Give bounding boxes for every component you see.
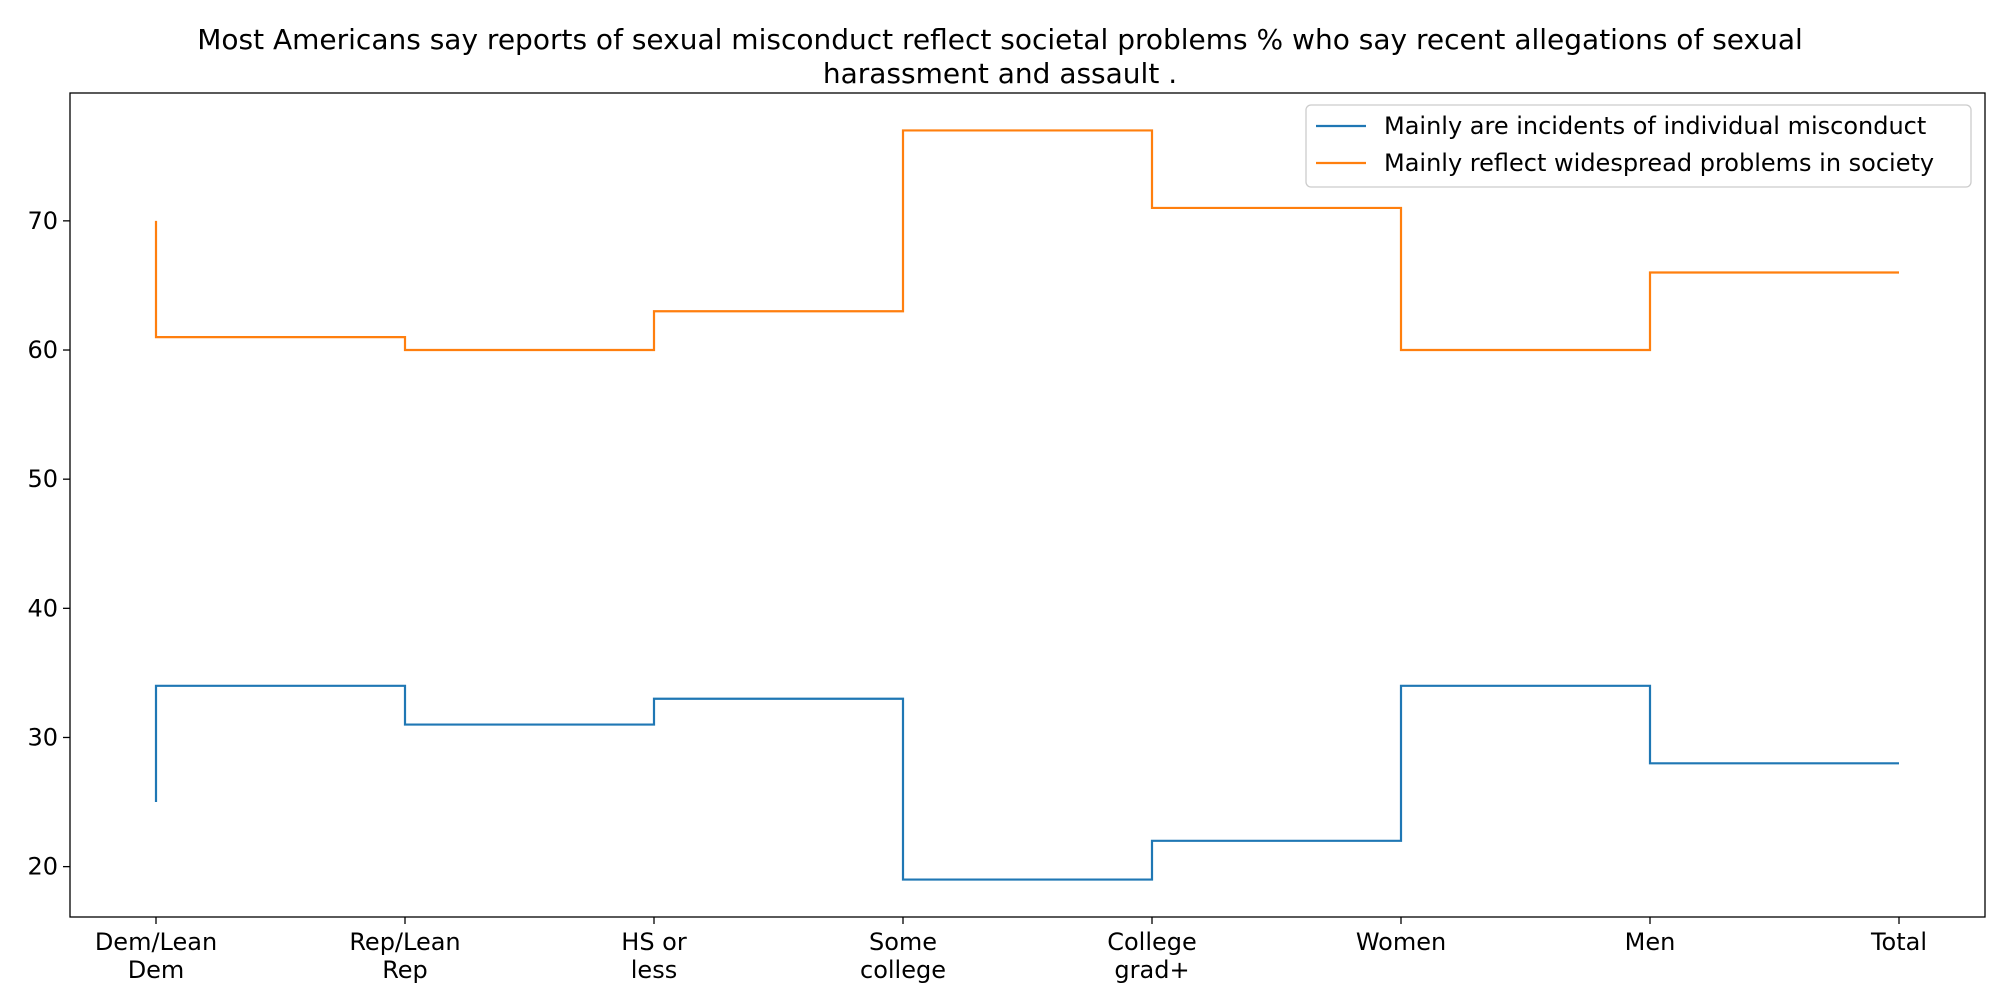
y-tick-label: 70 [27,207,58,235]
y-tick-label: 50 [27,465,58,493]
y-tick-label: 60 [27,336,58,364]
x-tick-label: Rep/Lean Rep [349,928,460,984]
legend: Mainly are incidents of individual misco… [1305,104,1972,188]
x-tick-label-line: Men [1625,928,1676,956]
series-line-2 [154,129,1899,352]
x-tick-label: Some college [860,928,946,984]
y-tick-label: 30 [27,723,58,751]
series-line-1 [154,684,1899,881]
x-tick-label: College grad+ [1107,928,1197,984]
x-tick-label-line: Rep/Lean [349,928,460,956]
x-tick-label-line: College [1107,928,1197,956]
x-tick-label-line: college [860,956,946,984]
legend-label: Mainly reflect widespread problems in so… [1384,149,1934,177]
x-tick-label-line: Dem/Lean [95,928,217,956]
y-tick-label: 20 [27,853,58,881]
plot-frame [69,92,1986,918]
chart-title: Most Americans say reports of sexual mis… [197,23,1803,90]
x-tick-label-line: less [631,956,677,984]
y-tick-label: 40 [27,594,58,622]
x-tick-label-line: Dem [128,956,185,984]
x-tick-label-line: HS or [621,928,687,956]
x-tick-label: Dem/Lean Dem [95,928,217,984]
y-axis: 20 30 40 50 60 70 [27,207,70,881]
x-tick-label-line: Total [1870,928,1927,956]
x-axis: Dem/Lean Dem Rep/Lean Rep HS or less Some colle… [95,917,1927,984]
x-tick-label: Women [1356,928,1446,956]
x-tick-label-line: Rep [382,956,428,984]
chart-title-line: harassment and assault . [823,57,1177,90]
x-tick-label: HS or less [621,928,687,984]
legend-box [1305,104,1972,188]
legend-label: Mainly are incidents of individual misco… [1384,112,1926,140]
x-tick-label: Men [1625,928,1676,956]
chart-title-line: Most Americans say reports of sexual mis… [197,23,1803,56]
x-tick-label: Total [1870,928,1927,956]
x-tick-label-line: Women [1356,928,1446,956]
x-tick-label-line: grad+ [1114,956,1189,984]
x-tick-label-line: Some [869,928,937,956]
